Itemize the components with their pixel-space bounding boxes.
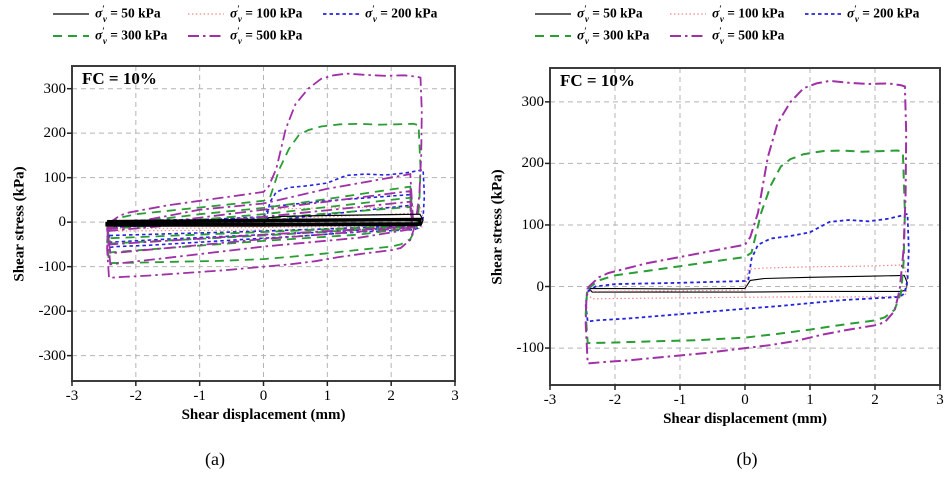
y-tick-label: -100	[516, 340, 545, 357]
legend-line-sample	[53, 13, 89, 15]
x-tick-label: -3	[543, 392, 557, 408]
panel-a-x-axis-label: Shear displacement (mm)	[181, 407, 346, 423]
chart-panel-b: FC = 10% Shear stress (kPa) Shear displa…	[490, 67, 944, 427]
legend-item: σ′v = 200 kPa	[804, 4, 919, 24]
series-path-500-kpa	[106, 189, 414, 255]
caption-a: (a)	[205, 449, 225, 469]
legend-line-sample	[535, 13, 571, 15]
x-tick-label: 1	[323, 388, 332, 404]
legend-item: σ′v = 300 kPa	[52, 26, 187, 46]
y-tick-label: 100	[521, 216, 545, 233]
plot-area-b	[545, 67, 941, 390]
x-tick-label: -1	[193, 388, 206, 404]
series-path-200-kpa	[584, 212, 910, 323]
legend-item: σ′v = 500 kPa	[187, 26, 302, 46]
legend-line-sample	[323, 13, 359, 15]
legend-row: σ′v = 300 kPa σ′v = 500 kPa	[52, 26, 464, 46]
y-tick-label: 300	[43, 80, 67, 97]
y-tick-label: -200	[38, 303, 67, 320]
legend-label: σ′v = 300 kPa	[95, 26, 168, 46]
x-tick-label: -2	[608, 392, 622, 408]
series-path-500-kpa	[106, 173, 415, 266]
caption-b: (b)	[736, 449, 758, 469]
series-path-500-kpa	[106, 200, 413, 246]
legend-item: σ′v = 50 kPa	[52, 4, 187, 24]
legend-label: σ′v = 500 kPa	[712, 26, 785, 46]
y-tick-label: -100	[38, 258, 67, 275]
x-tick-label: 3	[936, 392, 944, 408]
legend-label: σ′v = 200 kPa	[847, 4, 920, 24]
series-path-200-kpa	[106, 168, 426, 249]
x-tick-label: 2	[387, 388, 395, 404]
legend-line-sample	[670, 13, 706, 15]
y-tick-label: 100	[43, 169, 67, 186]
legend-line-sample	[670, 35, 706, 37]
x-tick-label: 0	[741, 392, 749, 408]
y-tick-label: 300	[521, 93, 545, 110]
series-path-50-kpa-band	[105, 217, 422, 227]
legend-label: σ′v = 100 kPa	[230, 4, 303, 24]
legend-item: σ′v = 500 kPa	[669, 26, 784, 46]
legend-label: σ′v = 300 kPa	[577, 26, 650, 46]
x-tick-label: 2	[871, 392, 879, 408]
legend-item: σ′v = 100 kPa	[669, 4, 804, 24]
series-path-500-kpa	[106, 72, 423, 279]
legend-line-sample	[805, 13, 841, 15]
x-tick-label: -2	[129, 388, 143, 404]
legend-line-sample	[188, 35, 224, 37]
x-tick-label: 0	[259, 388, 268, 404]
legend-line-sample	[188, 13, 224, 15]
x-tick-label: -1	[673, 392, 687, 408]
legend-line-sample	[535, 35, 571, 37]
y-tick-label: -300	[38, 347, 67, 364]
chart-panel-a: FC = 10% Shear stress (kPa) Shear displa…	[12, 65, 459, 423]
series-path-300-kpa	[106, 122, 422, 265]
legend-line-sample	[53, 35, 89, 37]
legend-panel-a: σ′v = 50 kPa σ′v = 100 kPa σ′v = 200 kPa σ′…	[52, 4, 464, 46]
y-tick-label: 200	[43, 125, 67, 142]
legend-label: σ′v = 50 kPa	[577, 4, 643, 24]
plot-area-a	[67, 65, 456, 386]
y-tick-label: 0	[58, 214, 67, 231]
series-path-100-kpa	[586, 264, 909, 300]
legend-item: σ′v = 300 kPa	[534, 26, 669, 46]
x-tick-label: -3	[65, 388, 79, 404]
panel-a-title: FC = 10%	[82, 69, 157, 88]
series-path-500-kpa	[584, 79, 908, 365]
legend-panel-b: σ′v = 50 kPa σ′v = 100 kPa σ′v = 200 kPa σ′…	[534, 4, 946, 46]
legend-label: σ′v = 100 kPa	[712, 4, 785, 24]
legend-item: σ′v = 100 kPa	[187, 4, 322, 24]
series-path-300-kpa	[584, 149, 906, 345]
x-tick-label: 1	[806, 392, 814, 408]
legend-label: σ′v = 50 kPa	[95, 4, 161, 24]
series-path-50-kpa	[588, 274, 909, 293]
y-tick-label: 0	[536, 278, 545, 295]
legend-row: σ′v = 50 kPa σ′v = 100 kPa σ′v = 200 kPa	[534, 4, 946, 24]
panel-b-x-axis-label: Shear displacement (mm)	[663, 411, 827, 427]
y-tick-label: 200	[521, 155, 545, 172]
legend-item: σ′v = 200 kPa	[322, 4, 437, 24]
legend-row: σ′v = 50 kPa σ′v = 100 kPa σ′v = 200 kPa	[52, 4, 464, 24]
legend-item: σ′v = 50 kPa	[534, 4, 669, 24]
x-tick-label: 3	[451, 388, 459, 404]
legend-label: σ′v = 200 kPa	[365, 4, 438, 24]
panel-b-title: FC = 10%	[560, 71, 635, 90]
legend-label: σ′v = 500 kPa	[230, 26, 303, 46]
legend-row: σ′v = 300 kPa σ′v = 500 kPa	[534, 26, 946, 46]
